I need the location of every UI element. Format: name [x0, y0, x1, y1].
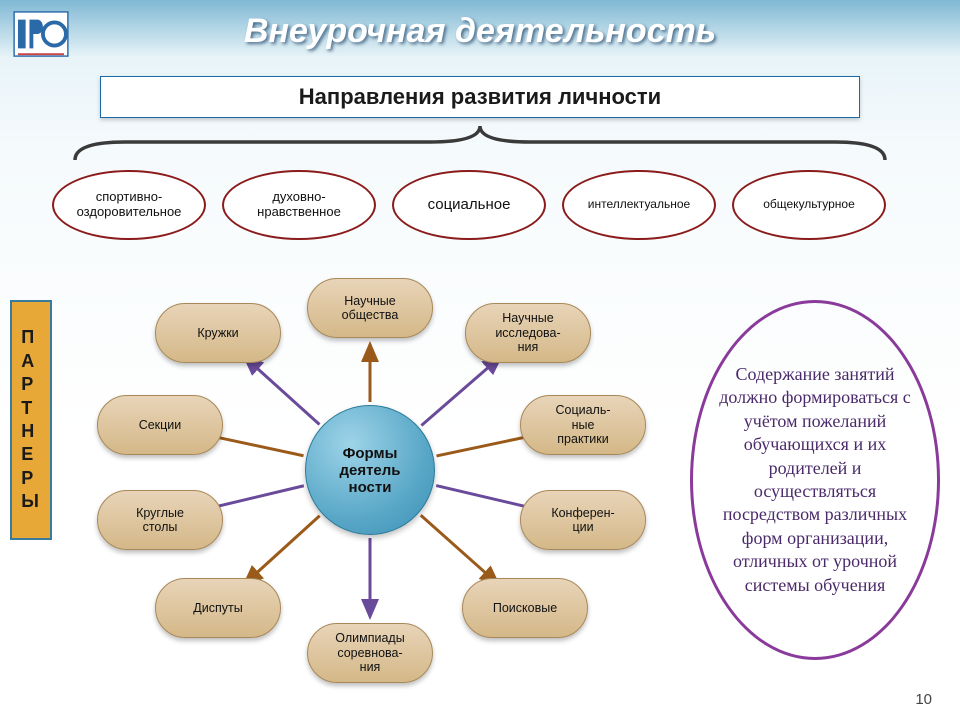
page-number: 10 — [915, 691, 932, 708]
form-node-1: Научныеисследова-ния — [465, 303, 591, 363]
center-node: Формыдеятельности — [305, 405, 435, 535]
partners-label-box: ПАРТНЕРЫ — [10, 300, 52, 540]
content-bubble: Содержание занятий должно формироваться … — [690, 300, 940, 660]
form-node-0: Научныеобщества — [307, 278, 433, 338]
form-node-7: Круглыестолы — [97, 490, 223, 550]
partners-letters: ПАРТНЕРЫ — [21, 326, 41, 513]
form-node-4: Поисковые — [462, 578, 588, 638]
direction-ellipse-2: социальное — [392, 170, 546, 240]
page-title: Внеурочная деятельность — [0, 12, 960, 51]
subtitle-text: Направления развития личности — [299, 84, 661, 110]
direction-ellipse-0: спортивно-оздоровительное — [52, 170, 206, 240]
direction-ellipse-4: общекультурное — [732, 170, 886, 240]
direction-ellipse-1: духовно-нравственное — [222, 170, 376, 240]
form-node-5: Олимпиадысоревнова-ния — [307, 623, 433, 683]
form-node-8: Секции — [97, 395, 223, 455]
content-bubble-text: Содержание занятий должно формироваться … — [715, 363, 915, 597]
form-node-2: Социаль-ныепрактики — [520, 395, 646, 455]
brace-icon — [65, 122, 895, 162]
form-node-9: Кружки — [155, 303, 281, 363]
form-node-3: Конферен-ции — [520, 490, 646, 550]
direction-ellipse-3: интеллектуальное — [562, 170, 716, 240]
form-node-6: Диспуты — [155, 578, 281, 638]
subtitle-bar: Направления развития личности — [100, 76, 860, 118]
